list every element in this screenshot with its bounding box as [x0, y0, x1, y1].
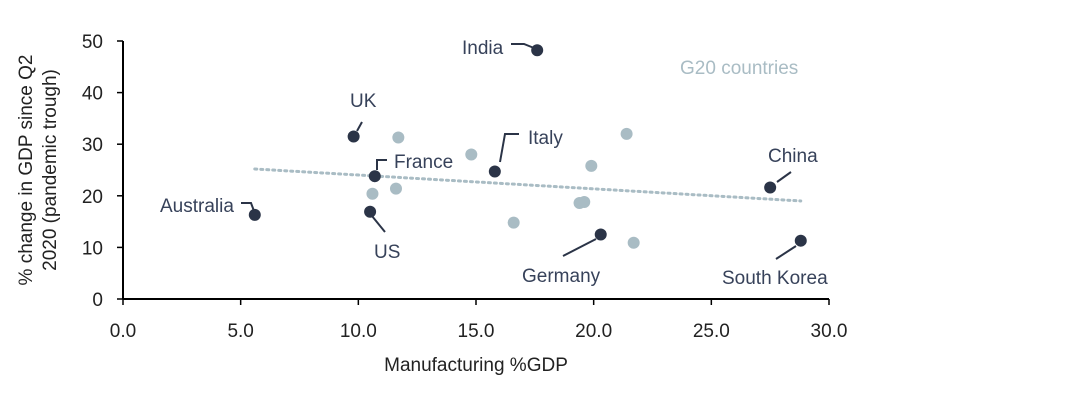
point-china [764, 181, 777, 194]
y-tick-label: 0 [92, 290, 103, 311]
trendline [253, 167, 803, 203]
label-france: France [394, 152, 453, 173]
axis-ticks: 0.0 5.0 10.0 15.0 20.0 25.0 30.0 0 10 20 30 40 50 [82, 32, 848, 342]
g20-point [585, 159, 598, 172]
g20-point [507, 216, 520, 229]
connector-us [371, 215, 386, 233]
label-india: India [462, 38, 504, 59]
x-tick-label: 25.0 [693, 321, 730, 342]
x-tick-label: 0.0 [110, 321, 136, 342]
x-tick-label: 15.0 [458, 321, 495, 342]
point-south-korea [794, 234, 807, 247]
g20-point [578, 195, 591, 208]
g20-point [392, 131, 405, 144]
point-france [368, 170, 381, 183]
y-tick-label: 30 [82, 135, 103, 156]
label-us: US [374, 242, 400, 263]
y-axis-title: % change in GDP since Q2 2020 (pandemic t… [16, 55, 61, 286]
g20-point [389, 182, 402, 195]
x-tick-label: 30.0 [811, 321, 848, 342]
point-us [364, 205, 377, 218]
g20-point [627, 236, 640, 249]
point-italy [488, 165, 501, 178]
y-axis-title-line: 2020 (pandemic trough) [40, 69, 61, 271]
connector-uk [356, 121, 363, 132]
connector-india [511, 43, 535, 49]
label-italy: Italy [528, 128, 563, 149]
y-axis-title-text: % change in GDP since Q2 2020 (pandemic t… [16, 55, 61, 286]
g20-point [465, 148, 478, 161]
y-tick-label: 20 [82, 187, 103, 208]
point-india [531, 44, 544, 57]
connector-australia [241, 202, 255, 212]
label-australia: Australia [160, 196, 234, 217]
x-tick-label: 10.0 [340, 321, 377, 342]
connector-italy [499, 133, 519, 163]
x-tick-label: 20.0 [575, 321, 612, 342]
label-connectors [241, 43, 797, 260]
connector-germany [562, 238, 597, 257]
point-labels: India UK France Italy China Australia US German… [160, 38, 828, 289]
connector-south-korea [775, 245, 797, 260]
point-australia [248, 208, 261, 221]
label-china: China [768, 146, 818, 167]
y-axis-title-line: % change in GDP since Q2 [16, 55, 37, 286]
label-south-korea: South Korea [722, 268, 828, 289]
point-germany [594, 228, 607, 241]
connector-france [376, 159, 387, 170]
point-uk [347, 130, 360, 143]
g20-annotation: G20 countries [680, 58, 798, 79]
x-axis-title: Manufacturing %GDP [384, 355, 568, 376]
x-tick-label: 5.0 [227, 321, 253, 342]
data-points [248, 44, 807, 249]
g20-point [366, 187, 379, 200]
y-tick-label: 50 [82, 32, 103, 53]
y-tick-label: 10 [82, 238, 103, 259]
g20-point [620, 127, 633, 140]
label-uk: UK [350, 91, 377, 112]
y-tick-label: 40 [82, 84, 103, 105]
connector-china [776, 171, 792, 183]
label-germany: Germany [522, 266, 601, 287]
